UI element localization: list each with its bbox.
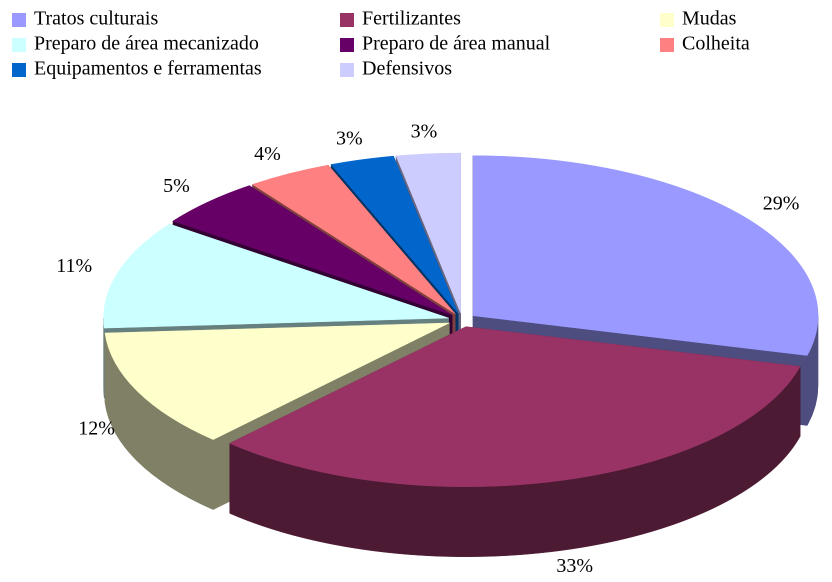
slice-outer-wall <box>103 318 105 399</box>
data-label: 29% <box>763 192 800 214</box>
legend-label: Equipamentos e ferramentas <box>34 58 262 80</box>
legend-swatch <box>340 13 354 27</box>
legend-swatch <box>340 63 354 77</box>
legend-swatch <box>12 13 26 27</box>
legend-label: Tratos culturais <box>34 8 158 30</box>
data-label: 5% <box>163 175 190 197</box>
data-label: 12% <box>78 417 115 439</box>
legend-swatch <box>660 38 674 52</box>
legend-label: Fertilizantes <box>362 8 461 30</box>
legend-swatch <box>660 13 674 27</box>
legend-swatch <box>12 63 26 77</box>
legend-label: Mudas <box>682 8 737 30</box>
data-label: 33% <box>556 555 593 577</box>
pie-slice <box>172 185 453 316</box>
legend-label: Defensivos <box>362 58 452 80</box>
legend-label: Preparo de área mecanizado <box>34 33 259 55</box>
data-label: 11% <box>56 255 92 277</box>
slice-tops <box>103 152 819 487</box>
pie-slice <box>251 164 456 315</box>
data-label: 3% <box>411 121 438 143</box>
legend-swatch <box>340 38 354 52</box>
data-label: 3% <box>336 127 363 149</box>
pie-slice <box>229 326 801 487</box>
pie-slice <box>330 155 459 314</box>
legend-label: Preparo de área manual <box>362 33 551 55</box>
pie-slice <box>104 322 450 440</box>
pie-slice <box>395 152 461 314</box>
legend-swatch <box>12 38 26 52</box>
data-label: 4% <box>254 143 281 165</box>
pie-slice <box>472 155 819 356</box>
legend-label: Colheita <box>682 33 750 55</box>
pie-slice <box>103 223 449 329</box>
